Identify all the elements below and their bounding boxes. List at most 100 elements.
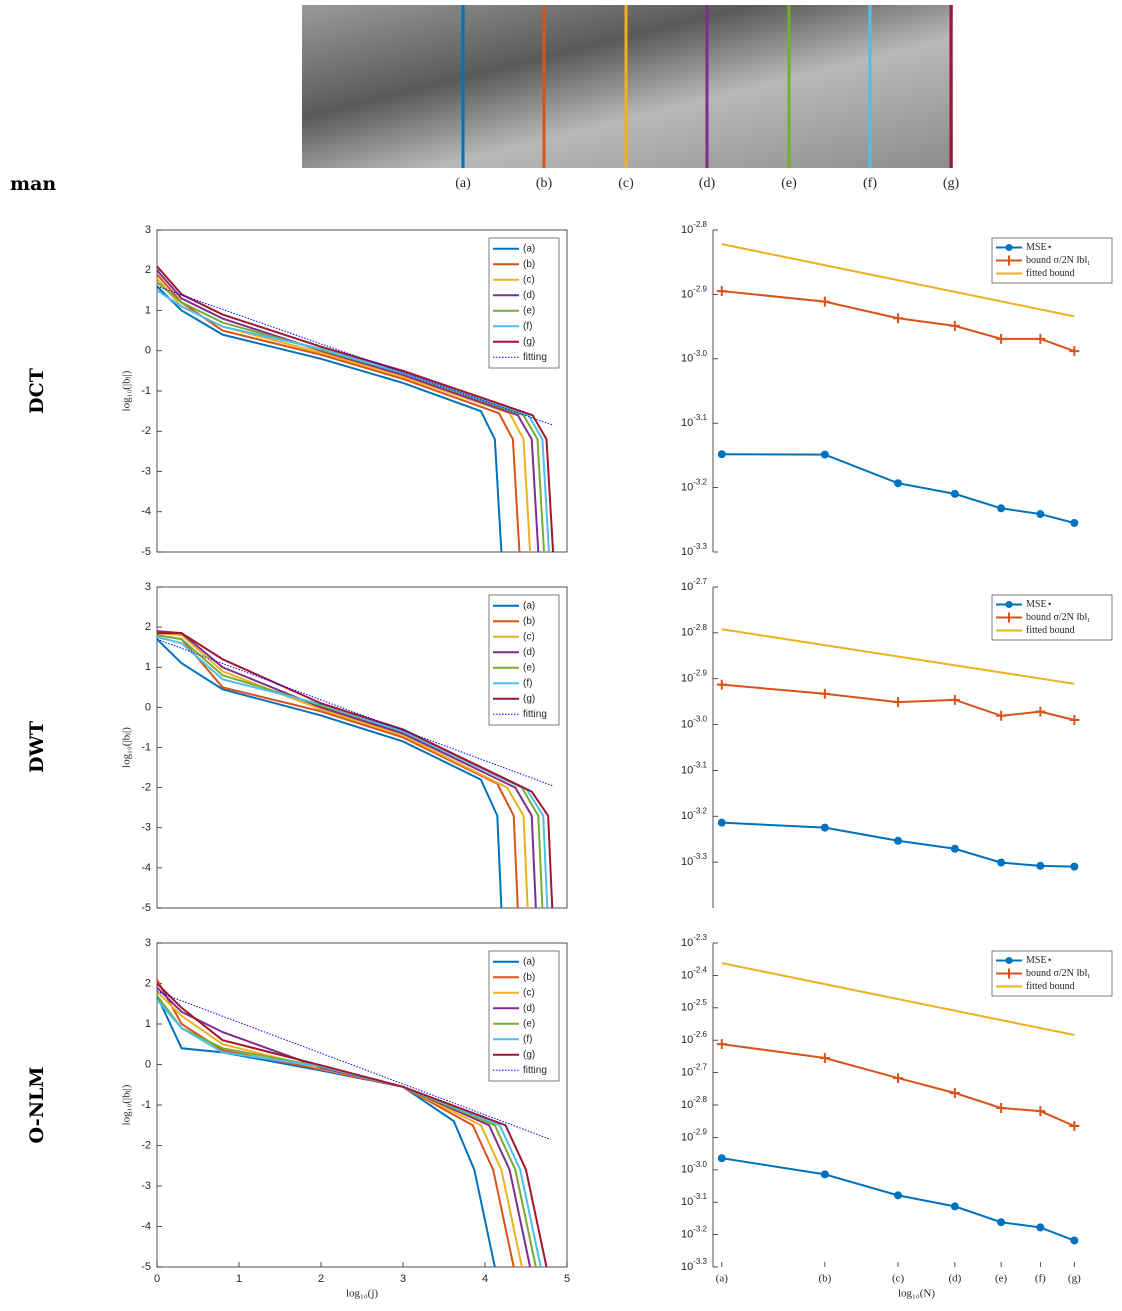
x-tick-label: (a) xyxy=(716,1273,729,1285)
x-tick-label: (g) xyxy=(1068,1273,1081,1285)
point-marker xyxy=(1070,1236,1079,1245)
y-tick-label: 10-2.3 xyxy=(681,933,708,949)
legend-label: bound σ/2N ‖b‖₁ xyxy=(1026,968,1091,979)
y-axis-label: log₁₀(|bⱼ|) xyxy=(121,1084,133,1125)
y-tick-label: 10-2.6 xyxy=(681,1030,708,1046)
legend-label: (c) xyxy=(523,987,535,998)
y-tick-label: 10-3.3 xyxy=(681,852,708,868)
x-tick-label: 0 xyxy=(154,1273,160,1285)
point-marker xyxy=(819,688,830,699)
legend-marker xyxy=(1005,244,1013,251)
legend-label: (a) xyxy=(523,956,535,967)
legend-label: (a) xyxy=(523,243,535,254)
series-line xyxy=(156,289,550,553)
y-axis-label: log₁₀(|bⱼ|) xyxy=(121,370,133,411)
row-label: DCT xyxy=(26,368,48,414)
y-tick-label: 10-3.1 xyxy=(681,413,708,429)
legend-box xyxy=(488,237,560,369)
y-tick-label: -5 xyxy=(141,546,151,558)
y-tick-label: 10-3.2 xyxy=(681,478,708,494)
series-line xyxy=(156,638,553,787)
y-tick-label: 1 xyxy=(145,661,151,673)
point-marker xyxy=(893,697,904,708)
y-tick-label: -4 xyxy=(141,862,151,874)
x-tick-label: (e) xyxy=(995,1273,1008,1285)
y-tick-label: 3 xyxy=(145,581,151,593)
series-line xyxy=(156,991,551,1140)
y-tick-label: 10-2.5 xyxy=(681,998,708,1014)
y-tick-label: 10-2.8 xyxy=(681,623,708,639)
point-marker xyxy=(1035,333,1046,344)
point-marker xyxy=(949,320,960,331)
legend-label: MSE⋆ xyxy=(1026,242,1053,253)
legend-label: (e) xyxy=(523,1018,535,1029)
y-tick-label: -2 xyxy=(141,1139,151,1151)
point-marker xyxy=(893,1073,904,1084)
series-line xyxy=(721,628,1075,685)
series-line xyxy=(156,638,503,909)
point-marker xyxy=(820,450,829,459)
legend-label: fitting xyxy=(523,709,547,720)
point-marker xyxy=(1036,861,1045,870)
point-marker xyxy=(716,679,727,690)
series-line xyxy=(156,634,544,909)
series-line xyxy=(156,285,554,426)
series-line xyxy=(156,285,503,553)
legend-label: (g) xyxy=(523,336,535,347)
legend-label: fitted bound xyxy=(1026,981,1075,992)
y-tick-label: 10-3.2 xyxy=(681,806,708,822)
series-line xyxy=(721,1157,1075,1242)
legend-marker xyxy=(1005,957,1013,964)
y-tick-label: 10-3.0 xyxy=(681,349,708,365)
legend-label: (f) xyxy=(523,1034,532,1045)
series-line xyxy=(156,273,521,553)
series-line xyxy=(721,962,1075,1037)
strip-label: (f) xyxy=(863,176,877,191)
legend-label: (d) xyxy=(523,1003,535,1014)
series-line xyxy=(156,978,515,1268)
point-marker xyxy=(1070,862,1079,871)
y-tick-label: 0 xyxy=(145,701,151,713)
legend-marker xyxy=(1004,255,1014,266)
legend-label: MSE⋆ xyxy=(1026,955,1053,966)
y-tick-label: 3 xyxy=(145,937,151,949)
legend-label: bound σ/2N ‖b‖₁ xyxy=(1026,612,1091,623)
point-marker xyxy=(997,1218,1006,1227)
y-tick-label: 3 xyxy=(145,224,151,236)
y-tick-label: 10-3.1 xyxy=(681,1192,708,1208)
y-tick-label: 10-2.9 xyxy=(681,285,708,301)
legend-label: (e) xyxy=(523,662,535,673)
point-marker xyxy=(1069,715,1080,726)
point-marker xyxy=(894,836,903,845)
point-marker xyxy=(893,313,904,324)
series-line xyxy=(721,453,1075,524)
strip-lines xyxy=(461,5,953,168)
y-tick-label: -4 xyxy=(141,1220,151,1232)
point-marker xyxy=(997,504,1006,513)
y-tick-label: 10-2.8 xyxy=(681,1095,708,1111)
point-marker xyxy=(1035,1106,1046,1117)
legend-label: fitting xyxy=(523,1065,547,1076)
legend-label: (g) xyxy=(523,1049,535,1060)
series-line xyxy=(156,995,537,1268)
x-tick-label: 5 xyxy=(564,1273,570,1285)
strip-label: (a) xyxy=(455,176,471,191)
series-line xyxy=(156,630,537,909)
y-tick-label: 2 xyxy=(145,264,151,276)
strip-label: (g) xyxy=(943,176,960,191)
legend-label: (f) xyxy=(523,678,532,689)
y-tick-label: -2 xyxy=(141,782,151,794)
strip-label: (c) xyxy=(618,176,634,191)
x-tick-label: (c) xyxy=(892,1273,905,1285)
point-marker xyxy=(996,710,1007,721)
legend-label: MSE⋆ xyxy=(1026,599,1053,610)
point-marker xyxy=(1070,518,1079,527)
y-tick-label: -3 xyxy=(141,465,151,477)
series-line xyxy=(156,632,529,909)
y-tick-label: -1 xyxy=(141,1099,151,1111)
legend-label: (b) xyxy=(523,259,535,270)
y-tick-label: 1 xyxy=(145,304,151,316)
row-label: DWT xyxy=(26,721,48,773)
y-tick-label: -1 xyxy=(141,741,151,753)
